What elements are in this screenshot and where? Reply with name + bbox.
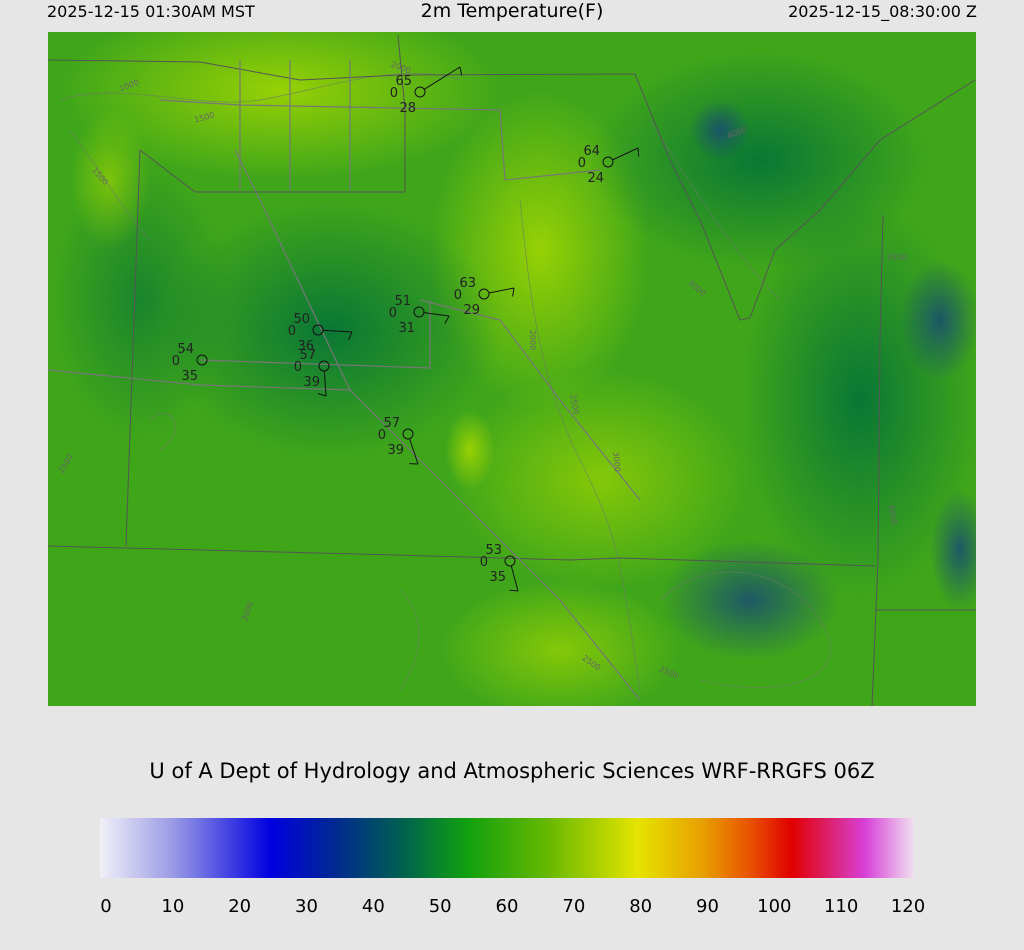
contour-label: 2000 <box>528 330 537 350</box>
station-wind-speed: 0 <box>172 354 180 369</box>
wind-barb <box>509 589 519 592</box>
colorbar-tick-label: 50 <box>429 896 452 917</box>
colorbar-tick-label: 40 <box>362 896 385 917</box>
station-wind-speed: 0 <box>578 156 586 171</box>
contour-label: 4000 <box>886 504 898 526</box>
station-dewpoint: 39 <box>303 375 320 390</box>
station-marker <box>318 360 330 372</box>
wind-barb <box>459 66 463 76</box>
colorbar-tick-label: 60 <box>496 896 519 917</box>
contour-label: 2500 <box>568 394 580 416</box>
wind-barb <box>488 287 515 294</box>
colorbar-tick-label: 10 <box>161 896 184 917</box>
station-wind-speed: 0 <box>294 360 302 375</box>
wind-barb <box>322 329 353 333</box>
wind-barb <box>409 438 419 465</box>
station-dewpoint: 28 <box>399 101 416 116</box>
station-wind-speed: 0 <box>480 555 488 570</box>
station-wind-speed: 0 <box>288 324 296 339</box>
station-dewpoint: 36 <box>297 339 314 354</box>
station-temperature: 63 <box>459 276 476 291</box>
station-marker <box>504 555 516 567</box>
colorbar-tick-label: 30 <box>295 896 318 917</box>
wind-barb <box>323 370 327 397</box>
station-temperature: 57 <box>383 416 400 431</box>
wind-barb <box>637 147 640 157</box>
wind-barb <box>612 147 639 161</box>
valid-local-time: 2025-12-15 01:30AM MST <box>47 2 255 21</box>
colorbar-tick-label: 80 <box>629 896 652 917</box>
station-dewpoint: 31 <box>398 321 415 336</box>
colorbar-tick-label: 90 <box>696 896 719 917</box>
station-dewpoint: 35 <box>489 570 506 585</box>
colorbar <box>100 818 914 878</box>
station-temperature: 57 <box>299 348 316 363</box>
colorbar-tick-label: 120 <box>891 896 925 917</box>
temperature-field <box>48 32 976 706</box>
station-temperature: 51 <box>394 294 411 309</box>
station-marker <box>413 306 425 318</box>
station-temperature: 64 <box>583 144 600 159</box>
station-marker <box>478 288 490 300</box>
colorbar-tick-label: 20 <box>228 896 251 917</box>
contour-label: 3000 <box>611 451 622 472</box>
wind-barb <box>348 331 353 341</box>
wind-barb <box>423 312 450 317</box>
map-title: 2m Temperature(F) <box>420 0 604 22</box>
wind-barb <box>512 287 515 297</box>
station-wind-speed: 0 <box>378 428 386 443</box>
valid-utc-time: 2025-12-15_08:30:00 Z <box>788 2 977 21</box>
wind-barb <box>444 315 450 324</box>
wind-barb <box>317 393 327 397</box>
contour-label: 3500 <box>887 253 907 262</box>
station-wind-speed: 0 <box>390 86 398 101</box>
station-marker <box>402 428 414 440</box>
colorbar-tick-label: 110 <box>824 896 858 917</box>
footer-credit: U of A Dept of Hydrology and Atmospheric… <box>149 759 874 783</box>
station-dewpoint: 35 <box>181 369 198 384</box>
colorbar-tick-label: 0 <box>100 896 111 917</box>
station-dewpoint: 29 <box>463 303 480 318</box>
station-temperature: 65 <box>395 74 412 89</box>
station-marker <box>414 86 426 98</box>
station-temperature: 54 <box>177 342 194 357</box>
station-dewpoint: 24 <box>587 171 604 186</box>
station-wind-speed: 0 <box>389 306 397 321</box>
station-marker <box>196 354 208 366</box>
wind-barb <box>510 565 519 592</box>
station-temperature: 50 <box>293 312 310 327</box>
station-marker <box>312 324 324 336</box>
wind-barb <box>423 66 461 90</box>
station-marker <box>602 156 614 168</box>
station-dewpoint: 39 <box>387 443 404 458</box>
station-temperature: 53 <box>485 543 502 558</box>
colorbar-tick-label: 100 <box>757 896 791 917</box>
station-wind-speed: 0 <box>454 288 462 303</box>
colorbar-tick-label: 70 <box>562 896 585 917</box>
